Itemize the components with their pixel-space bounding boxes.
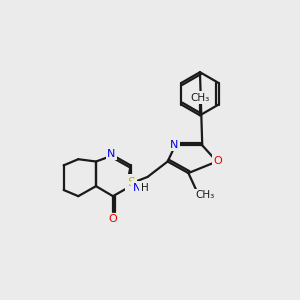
- Text: N: N: [107, 149, 116, 159]
- Text: S: S: [127, 176, 135, 189]
- Text: CH₃: CH₃: [196, 190, 215, 200]
- Text: CH₃: CH₃: [190, 93, 210, 103]
- Text: N: N: [133, 183, 141, 193]
- Text: O: O: [109, 214, 117, 224]
- Text: H: H: [141, 183, 148, 193]
- Text: O: O: [213, 156, 222, 166]
- Text: N: N: [170, 140, 179, 150]
